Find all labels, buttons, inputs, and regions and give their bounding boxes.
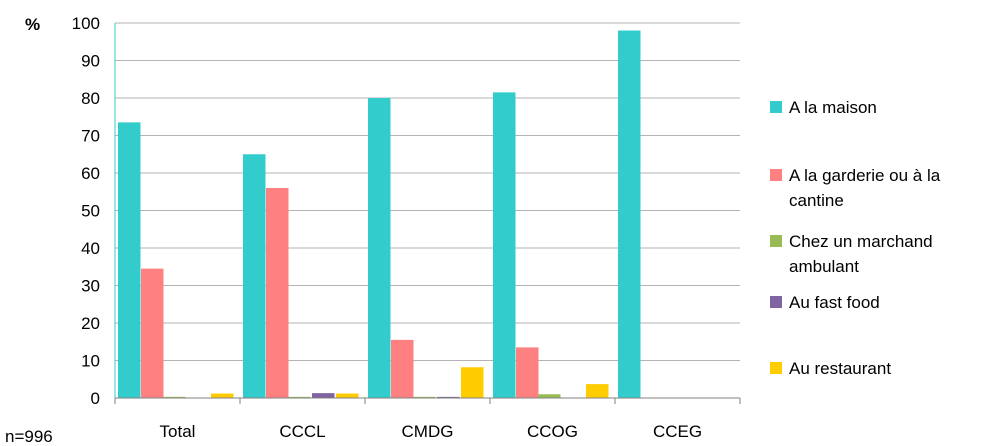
- y-tick-label: 50: [81, 202, 100, 221]
- x-tick-label: CCOG: [527, 422, 578, 441]
- y-tick-label: 80: [81, 89, 100, 108]
- bar-total-1: [141, 268, 164, 398]
- x-tick-label: CMDG: [402, 422, 454, 441]
- bar-cccl-1: [266, 188, 289, 398]
- y-tick-label: 100: [72, 14, 100, 33]
- y-tick-label: 10: [81, 352, 100, 371]
- x-tick-label: CCEG: [653, 422, 702, 441]
- y-tick-label: 0: [91, 389, 100, 408]
- y-tick-label: 20: [81, 314, 100, 333]
- legend-swatch: [770, 362, 782, 374]
- y-tick-label: 70: [81, 127, 100, 146]
- legend-swatch: [770, 169, 782, 181]
- bar-total-0: [118, 122, 141, 398]
- y-tick-labels: 0 10 20 30 40 50 60 70 80 90 100: [72, 14, 100, 408]
- legend: A la maison A la garderie ou à la cantine C…: [770, 98, 941, 378]
- y-tick-label: 40: [81, 239, 100, 258]
- bar-ccog-4: [586, 384, 609, 398]
- legend-label: Au restaurant: [789, 359, 891, 378]
- y-tick-label: 30: [81, 277, 100, 296]
- legend-label: Au fast food: [789, 293, 880, 312]
- legend-swatch: [770, 235, 782, 247]
- bar-cmdg-4: [461, 367, 484, 398]
- bar-cccl-4: [336, 393, 359, 398]
- gridlines: [115, 22, 740, 399]
- bar-cceg-0: [618, 30, 641, 398]
- bar-cmdg-2: [413, 396, 436, 398]
- bar-total-2: [163, 396, 186, 398]
- axes: [114, 23, 741, 404]
- bar-cccl-0: [243, 154, 266, 398]
- sample-size-note: n=996: [5, 427, 53, 446]
- bar-cmdg-3: [437, 396, 460, 398]
- bar-cccl-3: [312, 393, 335, 398]
- y-axis-label: %: [25, 15, 40, 34]
- legend-swatch: [770, 101, 782, 113]
- bar-cmdg-0: [368, 98, 391, 398]
- x-tick-labels: Total CCCL CMDG CCOG CCEG: [160, 422, 703, 441]
- legend-swatch: [770, 296, 782, 308]
- bar-ccog-2: [538, 394, 561, 398]
- bar-cccl-2: [288, 396, 311, 398]
- legend-label: A la garderie ou à la cantine: [789, 166, 941, 210]
- legend-label: Chez un marchand ambulant: [789, 232, 933, 276]
- legend-label: A la maison: [789, 98, 877, 117]
- bar-total-4: [211, 393, 234, 398]
- x-tick-label: CCCL: [279, 422, 325, 441]
- x-tick-label: Total: [160, 422, 196, 441]
- y-tick-label: 90: [81, 52, 100, 71]
- bar-ccog-1: [516, 347, 539, 398]
- bar-ccog-0: [493, 92, 516, 398]
- bar-cmdg-1: [391, 339, 414, 398]
- bars: [118, 30, 641, 398]
- y-tick-label: 60: [81, 164, 100, 183]
